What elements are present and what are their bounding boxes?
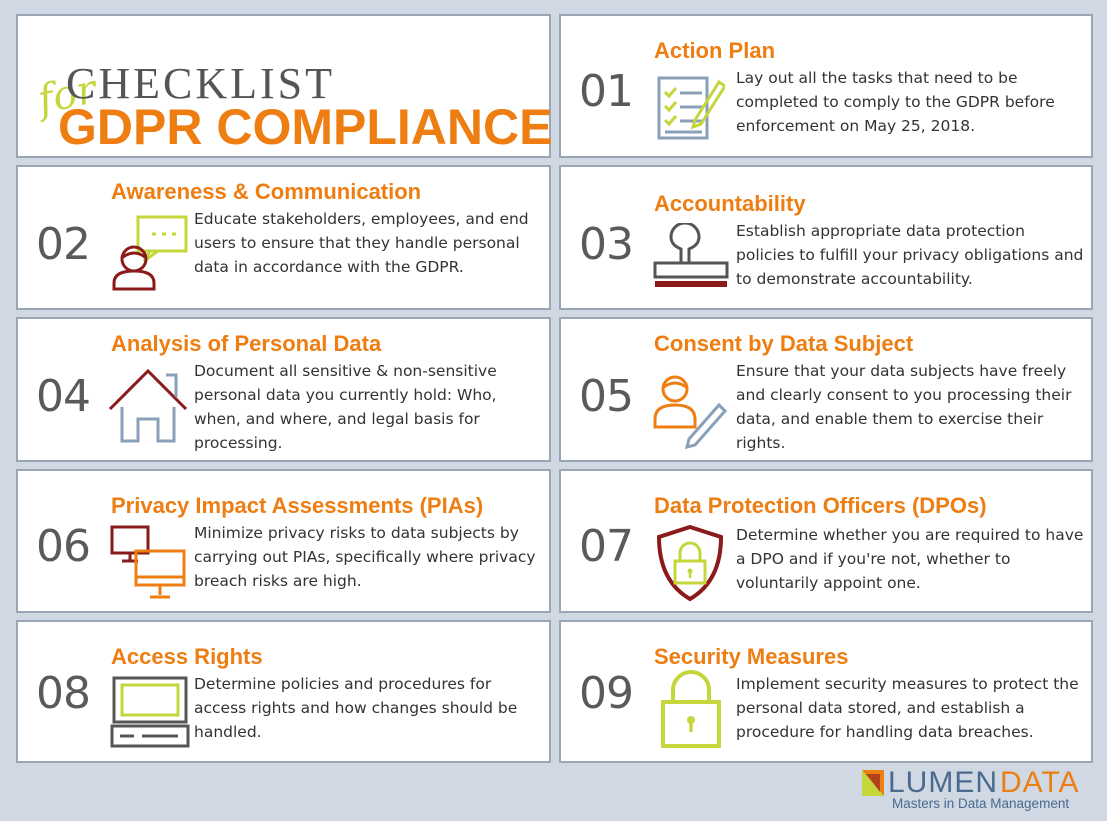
- item-number: 06: [36, 521, 91, 572]
- shield-lock-icon: [655, 523, 725, 603]
- item-title: Access Rights: [111, 644, 263, 669]
- item-title: Analysis of Personal Data: [111, 331, 382, 356]
- brand-name-part2: DATA: [1000, 766, 1080, 799]
- item-number: 07: [579, 521, 634, 572]
- checklist-item-02: 02 Awareness & Communication Educate sta…: [16, 165, 551, 310]
- monitors-icon: [110, 523, 190, 603]
- stamp-icon: [651, 223, 731, 295]
- item-number: 05: [579, 371, 634, 422]
- item-number: 04: [36, 371, 91, 422]
- checklist-item-07: 07 Data Protection Officers (DPOs) Deter…: [559, 469, 1093, 613]
- header-card: for CHECKLIST GDPR COMPLIANCE: [16, 14, 553, 158]
- item-title: Privacy Impact Assessments (PIAs): [111, 493, 484, 518]
- item-number: 02: [36, 219, 91, 270]
- checklist-item-04: 04 Analysis of Personal Data Document al…: [16, 317, 551, 462]
- person-speech-icon: [110, 213, 190, 293]
- item-description: Determine policies and procedures for ac…: [194, 675, 518, 741]
- item-title: Data Protection Officers (DPOs): [654, 493, 987, 518]
- item-description: Determine whether you are required to ha…: [736, 526, 1084, 592]
- item-title: Action Plan: [654, 38, 776, 63]
- item-description: Lay out all the tasks that need to be co…: [736, 69, 1055, 135]
- checklist-item-03: 03 Accountability Establish appropriate …: [559, 165, 1093, 310]
- checklist-item-05: 05 Consent by Data Subject Ensure that y…: [559, 317, 1093, 462]
- item-number: 03: [579, 219, 634, 270]
- item-title: Consent by Data Subject: [654, 331, 914, 356]
- brand-mark-icon: [862, 770, 884, 796]
- item-number: 09: [579, 668, 634, 719]
- brand-logo: LUMEN DATA Masters in Data Management: [862, 766, 1092, 816]
- checklist-item-09: 09 Security Measures Implement security …: [559, 620, 1093, 763]
- brand-name-part1: LUMEN: [888, 766, 999, 799]
- item-number: 08: [36, 668, 91, 719]
- checklist-item-01: 01 Action Plan Lay out all the tasks tha…: [559, 14, 1093, 158]
- item-description: Minimize privacy risks to data subjects …: [194, 524, 536, 590]
- item-description: Ensure that your data subjects have free…: [736, 362, 1072, 452]
- brand-tagline: Masters in Data Management: [892, 796, 1070, 811]
- checklist-word: CHECKLIST: [66, 59, 335, 108]
- padlock-icon: [659, 668, 723, 750]
- terminal-icon: [110, 674, 190, 750]
- item-number: 01: [579, 66, 634, 117]
- checklist-item-08: 08 Access Rights Determine policies and …: [16, 620, 551, 763]
- item-title: Awareness & Communication: [111, 179, 422, 204]
- house-icon: [108, 365, 188, 445]
- item-title: Accountability: [654, 191, 806, 216]
- item-description: Implement security measures to protect t…: [736, 675, 1079, 741]
- page-title: GDPR COMPLIANCE: [58, 99, 553, 155]
- item-description: Educate stakeholders, employees, and end…: [194, 210, 529, 276]
- checklist-item-06: 06 Privacy Impact Assessments (PIAs) Min…: [16, 469, 551, 613]
- checklist-icon: [655, 72, 725, 142]
- item-description: Document all sensitive & non-sensitive p…: [194, 362, 497, 452]
- item-description: Establish appropriate data protection po…: [736, 222, 1084, 288]
- person-pen-icon: [651, 369, 731, 449]
- item-title: Security Measures: [654, 644, 849, 669]
